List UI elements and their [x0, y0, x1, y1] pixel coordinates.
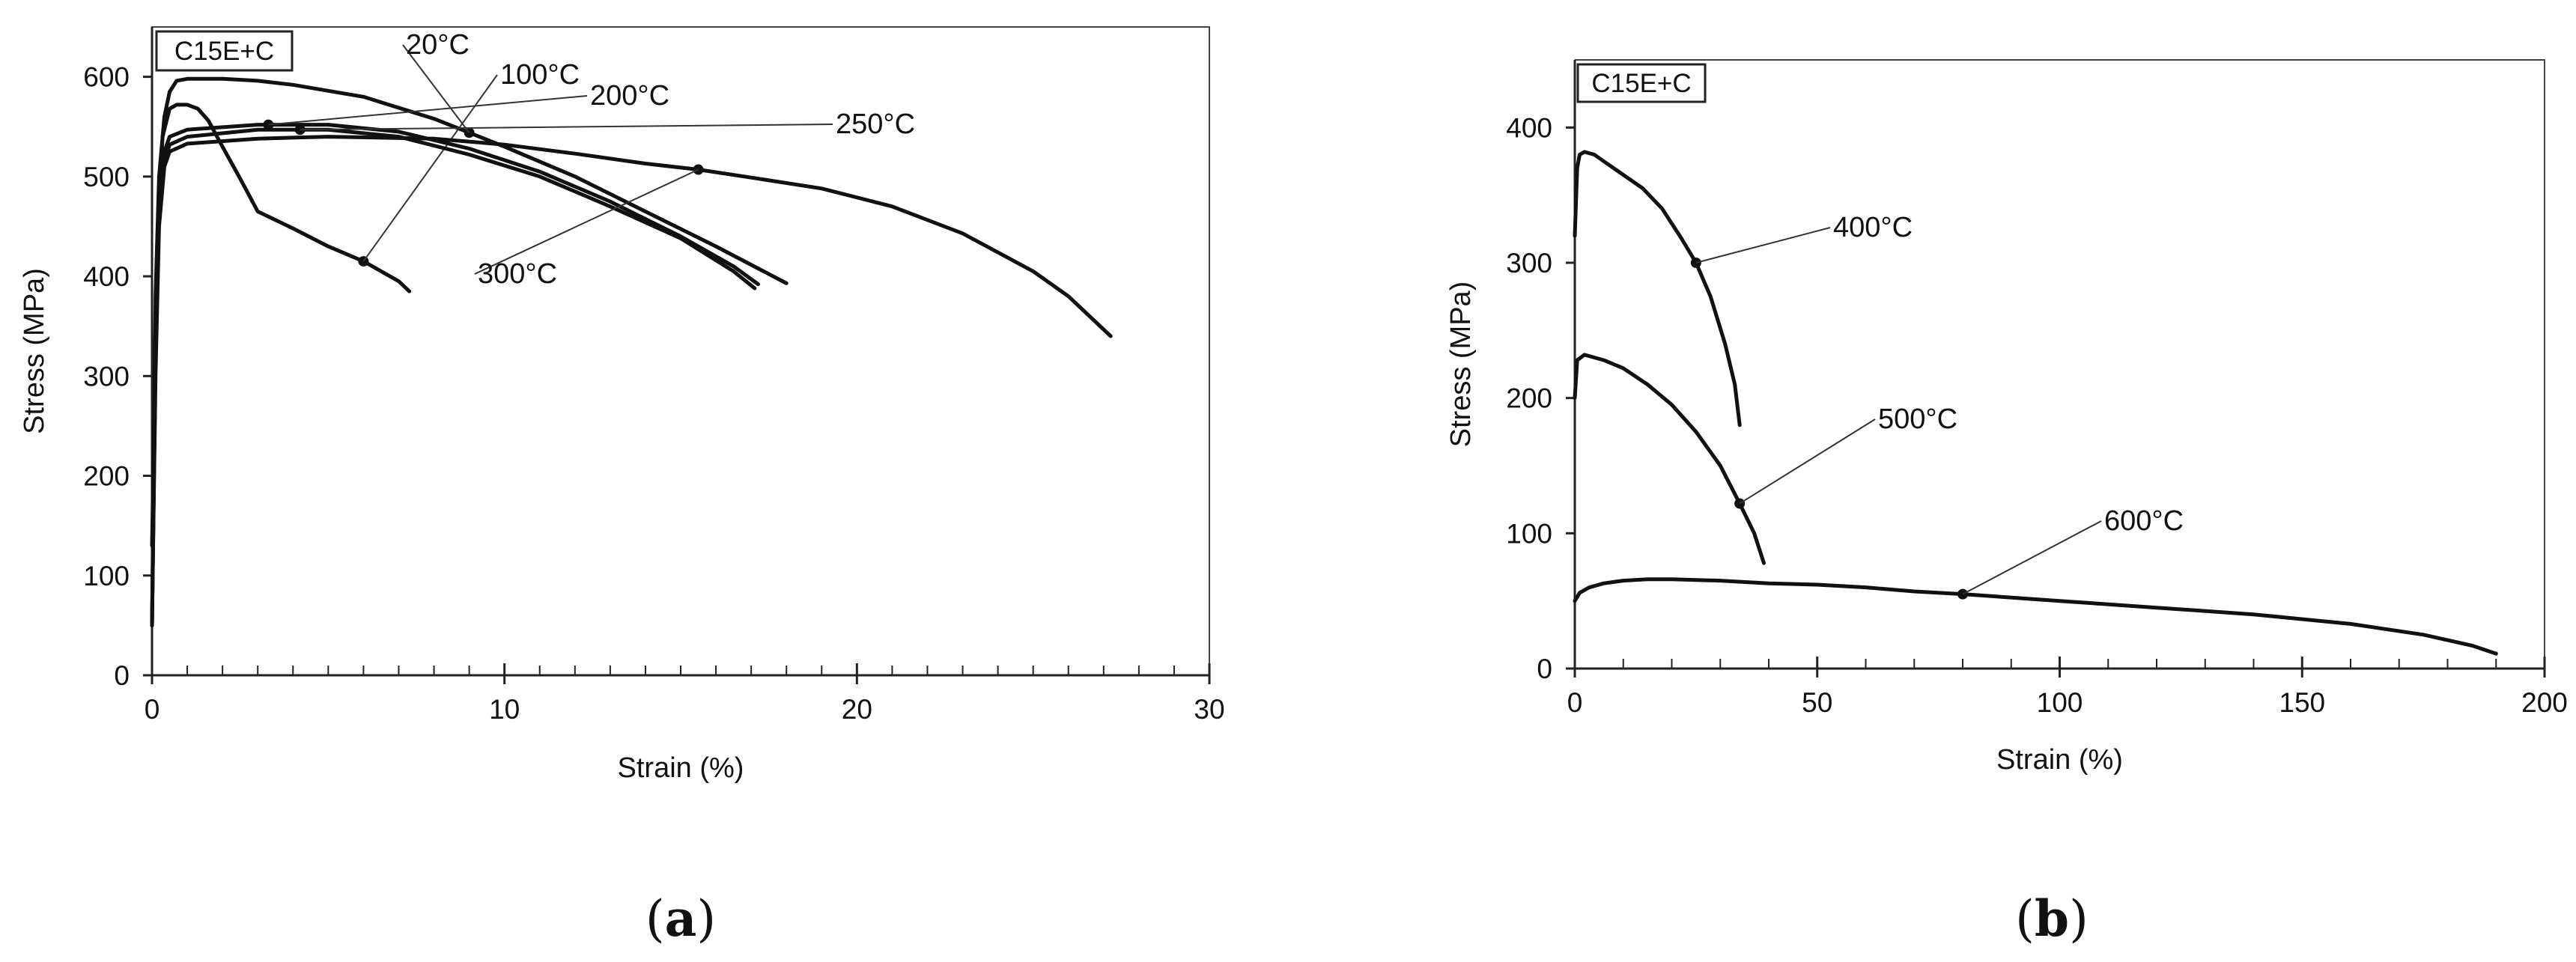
x-tick-label: 10: [489, 694, 520, 725]
panel-letter: a: [665, 889, 697, 948]
panel-letter: b: [2035, 889, 2069, 948]
series-line-200C: [150, 123, 760, 627]
x-tick-label: 0: [1567, 687, 1583, 718]
y-tick-label: 400: [83, 261, 130, 292]
x-tick-label: 200: [2521, 687, 2568, 718]
material-tag: C15E+C: [1591, 69, 1691, 98]
material-tag: C15E+C: [174, 37, 274, 66]
x-tick-label: 0: [145, 694, 160, 725]
series-line-400C: [1573, 150, 1742, 427]
series-label: 200°C: [590, 80, 669, 112]
y-tick-label: 500: [83, 162, 130, 192]
y-tick-label: 300: [1506, 248, 1552, 278]
series-label: 300°C: [478, 258, 557, 290]
y-tick-label: 400: [1506, 112, 1552, 143]
leader-line: [402, 44, 470, 133]
y-tick-label: 300: [83, 361, 130, 392]
series-line-600C: [1573, 577, 2498, 656]
material-tag-box: [155, 30, 294, 72]
series-label: 500°C: [1878, 404, 1957, 435]
chart-panel-b: 0 50 100 150 200 0 100 200 300 400 Strain (%) Stres…: [1445, 59, 2568, 948]
y-tick-label: 100: [1506, 518, 1552, 549]
series-label: 100°C: [500, 59, 580, 91]
y-tick-label: 600: [83, 62, 130, 93]
panel-label: (a): [645, 889, 716, 948]
y-tick-label: 200: [83, 461, 130, 492]
panel-label: (b): [2015, 889, 2089, 948]
series-label: 600°C: [2104, 505, 2184, 537]
x-tick-label: 30: [1194, 694, 1224, 725]
x-axis-title: Strain (%): [1996, 744, 2123, 776]
series-label: 250°C: [836, 109, 915, 140]
x-tick-label: 20: [842, 694, 872, 725]
y-tick-label: 200: [1506, 383, 1552, 414]
x-tick-label: 100: [2037, 687, 2083, 718]
y-tick-label: 0: [114, 660, 130, 691]
x-tick-label: 50: [1802, 687, 1832, 718]
leader-line: [1739, 418, 1876, 505]
x-tick-label: 150: [2279, 687, 2325, 718]
y-tick-label: 0: [1537, 654, 1552, 684]
material-tag-box: [1576, 63, 1707, 103]
y-tick-label: 100: [83, 561, 130, 591]
series-label: 20°C: [406, 29, 470, 61]
series-line-300C: [150, 135, 1113, 627]
x-axis-title: Strain (%): [618, 752, 744, 784]
leader-line: [474, 168, 699, 275]
y-axis-title: Stress (MPa): [19, 268, 50, 434]
leader-line: [300, 124, 833, 131]
leader-line: [1962, 520, 2102, 595]
series-line-500C: [1573, 353, 1766, 565]
leader-line: [268, 95, 588, 126]
series-line-250C: [150, 127, 757, 627]
series-line-20C: [150, 76, 789, 627]
y-axis-title: Stress (MPa): [1445, 281, 1477, 448]
leader-line: [1695, 227, 1831, 264]
plot-frame: [1575, 59, 2545, 669]
series-line-100C: [150, 103, 412, 548]
series-label: 400°C: [1833, 212, 1913, 243]
